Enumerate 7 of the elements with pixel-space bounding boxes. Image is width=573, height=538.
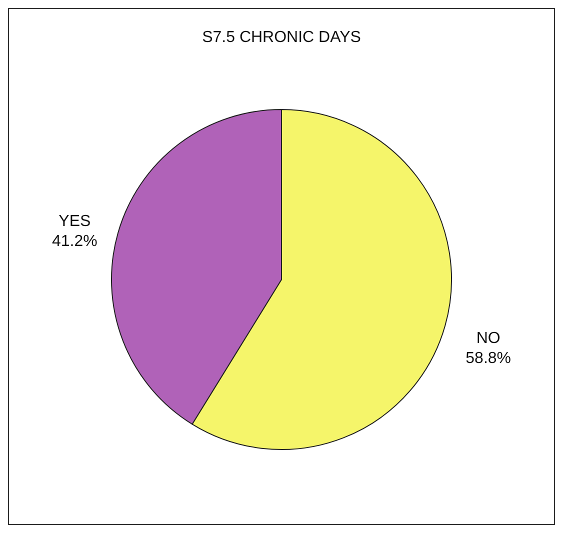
pie-slice: [111, 109, 282, 425]
slice-label: NO: [476, 330, 500, 348]
chart-title: S7.5 CHRONIC DAYS: [202, 29, 361, 46]
data-label: 41.2%: [52, 232, 98, 250]
data-label: 58.8%: [466, 350, 512, 368]
slice-label: YES: [58, 212, 91, 230]
pie-slice: [192, 109, 452, 450]
